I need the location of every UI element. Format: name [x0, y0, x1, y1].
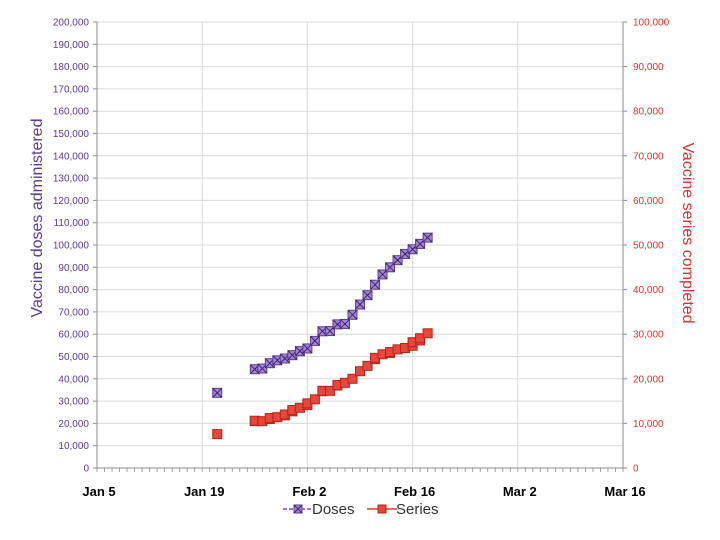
doses-point: [422, 232, 433, 243]
legend: Doses Series: [283, 501, 439, 518]
y-tick-label: 110,000: [54, 218, 90, 229]
y2-tick-label: 60,000: [633, 196, 664, 207]
legend-item-doses: Doses: [283, 501, 355, 518]
doses-point-cross: [347, 309, 358, 320]
grid: [96, 21, 624, 469]
tick-labels: 0 10,000 20,000 30,000 40,000 50,000 60,000 70,…: [53, 18, 670, 500]
series-point: [355, 366, 365, 377]
y2-tick-label: 10,000: [633, 419, 664, 430]
x-tick-label: Jan 19: [184, 484, 224, 499]
y-tick-label: 60,000: [58, 330, 89, 341]
y-tick-label: 180,000: [53, 62, 90, 73]
axes: [93, 21, 627, 472]
y-tick-label: 120,000: [53, 196, 90, 207]
y-tick-label: 0: [83, 464, 89, 475]
y2-tick-label: 90,000: [633, 62, 664, 73]
doses-point: [309, 335, 320, 346]
doses-point-cross: [362, 290, 373, 301]
y2-tick-label: 30,000: [633, 330, 664, 341]
x-tick-label: Feb 16: [394, 484, 435, 499]
legend-series-label: Series: [396, 501, 439, 518]
y-tick-label: 30,000: [58, 397, 89, 408]
y-tick-label: 150,000: [53, 129, 90, 140]
y2-tick-label: 20,000: [633, 374, 664, 385]
y-tick-label: 90,000: [58, 263, 89, 274]
y2-tick-label: 50,000: [633, 241, 664, 252]
y-tick-label: 100,000: [53, 241, 90, 252]
y2-tick-label: 0: [633, 464, 639, 475]
x-tick-label: Feb 2: [292, 484, 326, 499]
doses-point: [415, 238, 426, 249]
y-tick-label: 50,000: [58, 352, 89, 363]
legend-doses-label: Doses: [312, 501, 355, 518]
series-point: [362, 360, 373, 371]
y-tick-label: 20,000: [58, 419, 89, 430]
doses-point-cross: [340, 319, 350, 329]
y2-tick-label: 40,000: [633, 285, 664, 296]
y2-tick-label: 80,000: [633, 107, 664, 118]
x-tick-label: Jan 5: [82, 484, 115, 499]
y-tick-label: 10,000: [58, 441, 89, 452]
y2-axis-title: Vaccine series completed: [679, 142, 696, 323]
legend-item-series: Series: [367, 501, 439, 518]
doses-point: [339, 318, 350, 329]
y-tick-label: 70,000: [58, 307, 89, 318]
doses-point-cross: [212, 387, 223, 398]
doses-point-cross: [310, 336, 320, 346]
series-point: [347, 373, 358, 384]
series-point: [324, 385, 335, 396]
doses-point: [347, 309, 358, 320]
y-axis-title: Vaccine doses administered: [29, 119, 46, 318]
x-tick-label: Mar 2: [503, 484, 537, 499]
doses-point-cross: [422, 232, 433, 243]
y-tick-label: 140,000: [53, 151, 90, 162]
doses-point: [407, 244, 418, 255]
doses-point: [212, 387, 223, 398]
series-point: [212, 429, 223, 440]
y-tick-label: 160,000: [53, 107, 90, 118]
doses-point-cross: [355, 299, 365, 310]
y-tick-label: 130,000: [53, 174, 90, 185]
doses-point: [362, 290, 373, 301]
doses-point-cross: [370, 279, 380, 290]
y-tick-label: 190,000: [53, 40, 90, 51]
legend-doses-marker: [293, 504, 303, 514]
y2-tick-label: 100,000: [633, 18, 670, 29]
y-tick-label: 40,000: [58, 374, 89, 385]
doses-point: [370, 279, 381, 290]
y-tick-label: 170,000: [53, 84, 90, 95]
legend-series-marker: [377, 504, 387, 514]
y2-tick-label: 70,000: [633, 151, 664, 162]
y-tick-label: 80,000: [58, 285, 89, 296]
series-point: [309, 394, 320, 405]
x-tick-label: Mar 16: [604, 484, 645, 499]
y-tick-label: 200,000: [53, 18, 90, 29]
doses-point: [355, 299, 365, 310]
data-marks: [212, 232, 433, 440]
series-point: [422, 328, 433, 339]
